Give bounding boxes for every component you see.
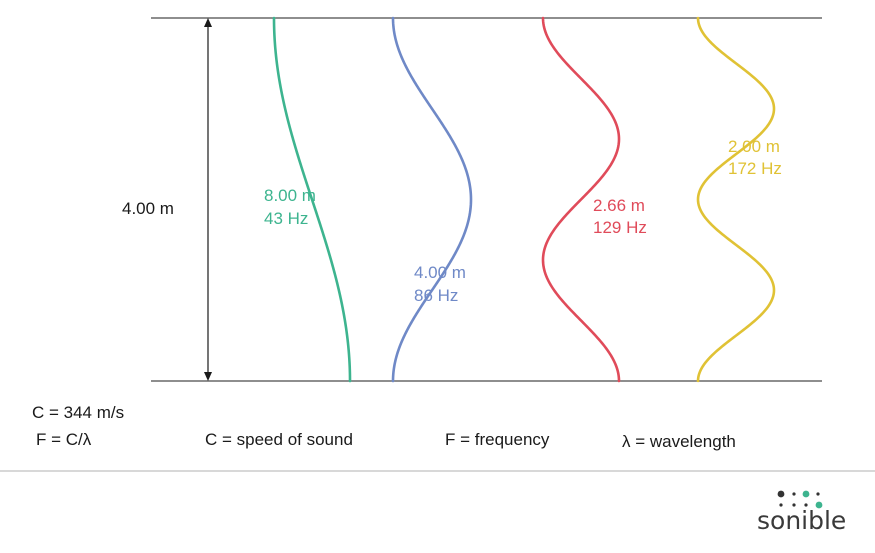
mode-4-frequency: 172 Hz bbox=[728, 159, 782, 178]
height-dimension-arrow bbox=[204, 18, 212, 381]
mode-3-wavelength: 2.66 m bbox=[593, 196, 645, 215]
standing-wave-mode-4 bbox=[696, 16, 776, 383]
mode-1-frequency: 43 Hz bbox=[264, 209, 308, 228]
mode-1-wavelength: 8.00 m bbox=[264, 186, 316, 205]
mode-4-wavelength: 2.00 m bbox=[728, 137, 780, 156]
legend-wavelength: λ = wavelength bbox=[622, 432, 736, 451]
height-label: 4.00 m bbox=[122, 199, 174, 218]
sonible-logo: sonible bbox=[757, 490, 846, 535]
frequency-formula: F = C/λ bbox=[36, 430, 92, 449]
standing-wave-mode-3 bbox=[541, 16, 621, 383]
mode-3-frequency: 129 Hz bbox=[593, 218, 647, 237]
standing-wave-mode-1 bbox=[272, 16, 352, 383]
dot-grid-icon bbox=[777, 490, 823, 509]
mode-2-frequency: 86 Hz bbox=[414, 286, 458, 305]
legend-frequency: F = frequency bbox=[445, 430, 550, 449]
standing-wave-mode-2 bbox=[391, 16, 473, 383]
logo-wordmark: sonible bbox=[757, 506, 846, 535]
speed-of-sound-value: C = 344 m/s bbox=[32, 403, 124, 422]
mode-2-wavelength: 4.00 m bbox=[414, 263, 466, 282]
legend-speed-of-sound: C = speed of sound bbox=[205, 430, 353, 449]
